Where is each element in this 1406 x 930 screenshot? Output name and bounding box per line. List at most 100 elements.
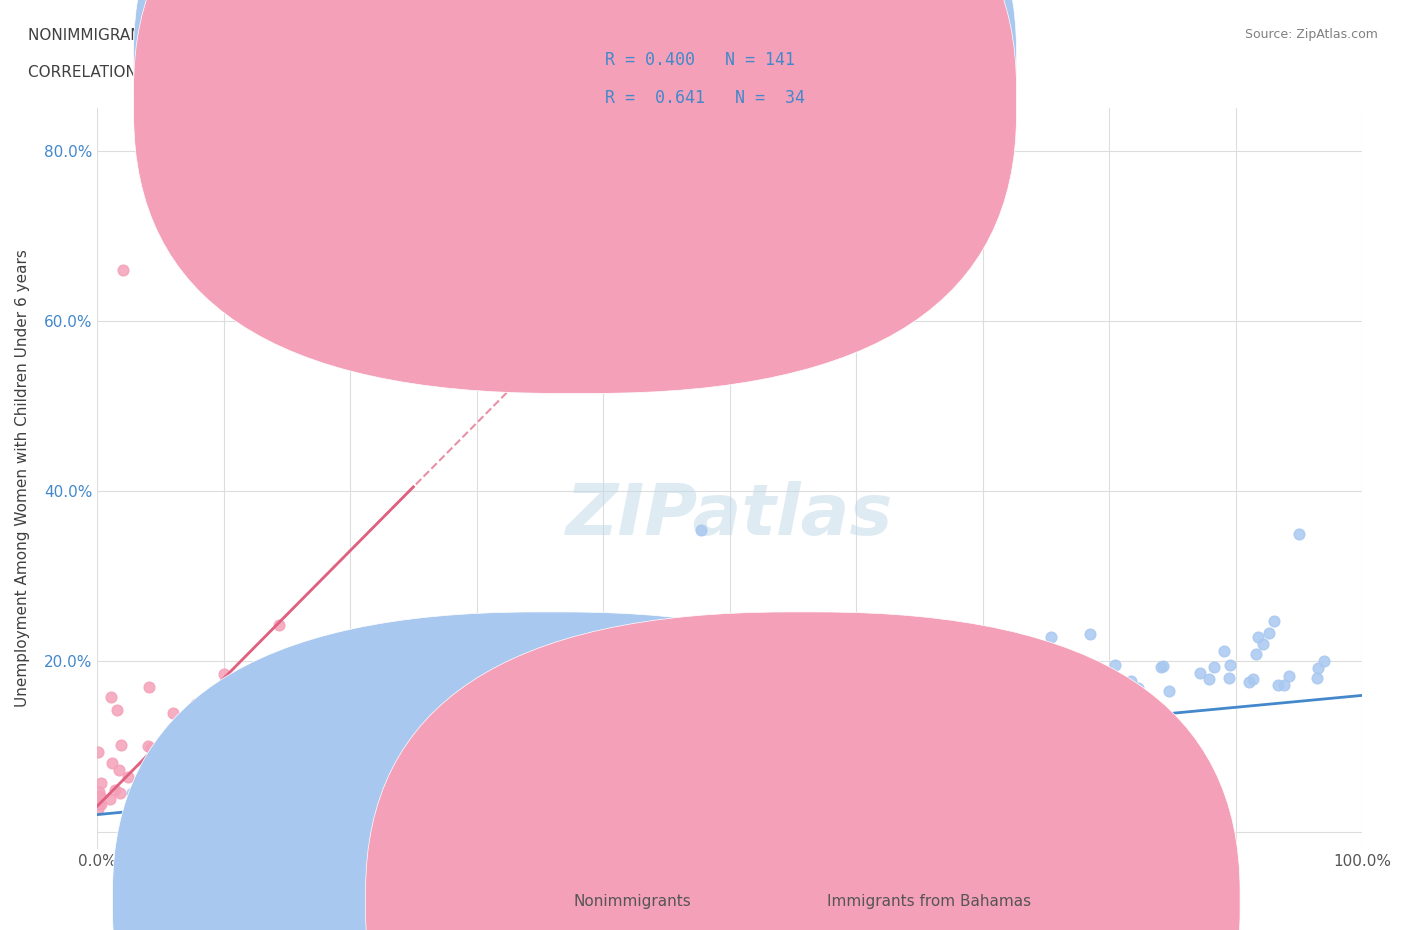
Point — [1288, 526, 1310, 541]
Point — [105, 703, 128, 718]
Text: NONIMMIGRANTS VS IMMIGRANTS FROM BAHAMAS UNEMPLOYMENT AMONG WOMEN WITH CHILDREN : NONIMMIGRANTS VS IMMIGRANTS FROM BAHAMAS… — [28, 28, 938, 43]
Point — [117, 769, 139, 784]
Point — [830, 684, 852, 698]
Text: CORRELATION CHART: CORRELATION CHART — [28, 65, 193, 80]
Point — [673, 719, 696, 734]
Point — [1272, 678, 1295, 693]
Point — [789, 708, 811, 723]
Point — [588, 702, 610, 717]
Point — [1241, 671, 1264, 686]
Point — [725, 720, 748, 735]
Point — [1150, 659, 1173, 674]
Point — [100, 690, 122, 705]
Point — [478, 737, 501, 752]
Point — [1251, 636, 1274, 651]
Point — [1047, 696, 1070, 711]
Point — [141, 740, 163, 755]
Point — [575, 728, 598, 743]
Point — [727, 697, 749, 711]
Point — [471, 744, 494, 759]
Point — [889, 713, 911, 728]
Point — [1036, 698, 1059, 712]
Point — [1078, 627, 1101, 642]
Point — [776, 716, 799, 731]
Point — [628, 737, 651, 752]
Point — [482, 742, 505, 757]
Point — [879, 703, 901, 718]
Point — [664, 728, 686, 743]
Point — [869, 661, 891, 676]
Point — [212, 666, 235, 681]
Text: Source: ZipAtlas.com: Source: ZipAtlas.com — [1244, 28, 1378, 41]
Point — [910, 649, 932, 664]
Point — [1067, 678, 1090, 693]
Point — [666, 724, 689, 739]
Point — [271, 766, 294, 781]
Text: Nonimmigrants: Nonimmigrants — [574, 894, 692, 909]
Point — [690, 523, 713, 538]
Point — [1159, 684, 1181, 698]
Point — [534, 722, 557, 737]
Point — [1305, 671, 1327, 685]
Point — [1202, 659, 1225, 674]
Point — [988, 679, 1011, 694]
Point — [725, 699, 748, 714]
Point — [110, 737, 132, 752]
Point — [111, 262, 134, 277]
Point — [1244, 647, 1267, 662]
Point — [87, 785, 110, 800]
Point — [170, 734, 193, 749]
Point — [636, 705, 658, 720]
Point — [901, 695, 924, 710]
Point — [1263, 614, 1285, 629]
Point — [628, 622, 651, 637]
Point — [1247, 630, 1270, 644]
Point — [1152, 658, 1174, 673]
Point — [859, 649, 882, 664]
Point — [959, 665, 981, 680]
Point — [516, 711, 538, 725]
Point — [586, 727, 609, 742]
Point — [647, 716, 669, 731]
Point — [162, 724, 184, 738]
Point — [121, 785, 143, 800]
Point — [1237, 674, 1260, 689]
Text: R =  0.641   N =  34: R = 0.641 N = 34 — [605, 88, 804, 107]
Point — [583, 743, 606, 758]
Point — [101, 755, 124, 770]
Point — [257, 659, 280, 674]
Point — [569, 708, 592, 723]
Point — [1313, 654, 1336, 669]
Point — [981, 696, 1004, 711]
Point — [1126, 680, 1149, 695]
Point — [191, 720, 214, 735]
Point — [162, 706, 184, 721]
Point — [1119, 674, 1142, 689]
Point — [252, 770, 274, 785]
Point — [533, 724, 555, 739]
Point — [616, 731, 638, 746]
Point — [502, 739, 524, 754]
Point — [912, 694, 935, 709]
Point — [453, 693, 475, 708]
Point — [707, 683, 730, 698]
Point — [1213, 644, 1236, 658]
Point — [741, 707, 763, 722]
Point — [865, 691, 887, 706]
Text: R = 0.400   N = 141: R = 0.400 N = 141 — [605, 51, 794, 70]
Point — [1115, 681, 1137, 696]
Point — [759, 697, 782, 711]
Point — [896, 689, 918, 704]
Point — [793, 722, 815, 737]
Text: Immigrants from Bahamas: Immigrants from Bahamas — [827, 894, 1031, 909]
Point — [636, 729, 658, 744]
Point — [108, 786, 131, 801]
Point — [236, 676, 259, 691]
Point — [1046, 671, 1069, 686]
Point — [529, 679, 551, 694]
Point — [156, 734, 179, 749]
Point — [716, 696, 738, 711]
Point — [108, 763, 131, 777]
Point — [779, 724, 801, 738]
Point — [664, 701, 686, 716]
